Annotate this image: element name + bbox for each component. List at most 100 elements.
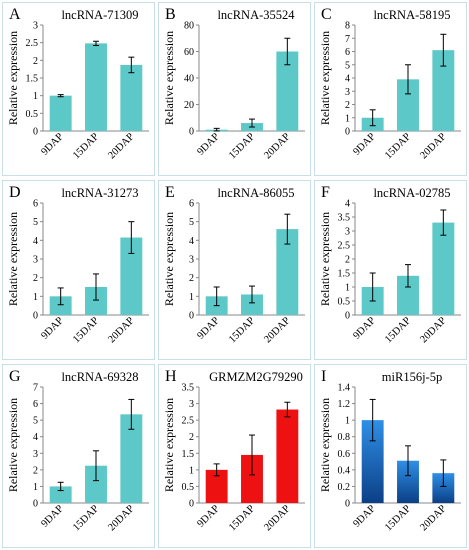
bar xyxy=(276,229,299,315)
y-tick-label: 2.5 xyxy=(26,38,39,49)
y-tick-label: 0.5 xyxy=(182,482,195,493)
bar xyxy=(120,64,143,131)
y-tick-label: 0 xyxy=(189,311,194,322)
x-tick-label: 20DAP xyxy=(262,315,292,345)
y-tick-label: 2.5 xyxy=(182,416,195,427)
y-tick-label: 2 xyxy=(33,273,38,284)
y-tick-label: 4 xyxy=(345,199,350,210)
y-tick-label: 2 xyxy=(189,273,194,284)
y-tick-label: 40 xyxy=(184,74,194,85)
y-tick-label: 1 xyxy=(33,482,38,493)
x-tick-label: 15DAP xyxy=(71,315,101,345)
y-tick-label: 3.5 xyxy=(338,213,351,224)
bar xyxy=(85,287,107,315)
y-axis-label: Relative expression xyxy=(318,31,332,125)
y-tick-label: 1 xyxy=(189,292,194,303)
y-tick-label: 4 xyxy=(33,236,38,247)
y-tick-label: 1 xyxy=(189,465,194,476)
x-tick-label: 15DAP xyxy=(227,503,257,533)
x-tick-label: 20DAP xyxy=(418,131,448,161)
x-tick-label: 9DAP xyxy=(195,315,221,341)
x-tick-label: 9DAP xyxy=(351,503,377,529)
bar xyxy=(397,275,419,315)
chart-title: lncRNA-58195 xyxy=(373,8,450,22)
x-tick-label: 15DAP xyxy=(383,503,413,533)
y-tick-label: 1 xyxy=(345,416,350,427)
panel-letter: C xyxy=(321,6,332,23)
bar xyxy=(361,420,384,503)
x-tick-label: 9DAP xyxy=(195,503,221,529)
x-tick-label: 15DAP xyxy=(71,503,101,533)
y-axis-label: Relative expression xyxy=(6,31,20,125)
y-tick-label: 0 xyxy=(189,499,194,510)
y-tick-label: 7 xyxy=(33,383,38,394)
y-axis-label: Relative expression xyxy=(162,31,176,125)
y-tick-label: 2.5 xyxy=(338,241,351,252)
y-tick-label: 3 xyxy=(189,255,194,266)
y-tick-label: 6 xyxy=(33,399,38,410)
y-tick-label: 2 xyxy=(345,100,350,111)
chart-title: miR156j-5p xyxy=(382,370,442,384)
y-tick-label: 3 xyxy=(345,227,350,238)
chart-title: lncRNA-69328 xyxy=(61,370,138,384)
y-tick-label: 0.4 xyxy=(338,465,351,476)
chart-svg-h: H GRMZM2G79290 0 0.5 1 1.5 2 2.5 3 3.5 Relative ex… xyxy=(162,368,305,533)
y-tick-label: 0 xyxy=(33,499,38,510)
bar xyxy=(432,473,455,503)
panel-letter: G xyxy=(9,368,21,385)
y-tick-label: 4 xyxy=(33,432,38,443)
y-tick-label: 3.5 xyxy=(182,383,195,394)
bar xyxy=(432,222,455,315)
chart-title: lncRNA-35524 xyxy=(217,8,295,22)
y-tick-label: 6 xyxy=(189,199,194,210)
x-tick-label: 20DAP xyxy=(262,131,292,161)
panel-letter: I xyxy=(321,368,326,385)
y-axis-label: Relative expression xyxy=(6,212,20,306)
bar xyxy=(49,296,72,315)
x-tick-label: 15DAP xyxy=(227,315,257,345)
y-tick-label: 3 xyxy=(189,399,194,410)
bar xyxy=(120,237,143,315)
panel-letter: H xyxy=(165,368,177,385)
bar xyxy=(276,409,299,503)
y-tick-label: 0.8 xyxy=(338,432,351,443)
y-tick-label: 2 xyxy=(33,465,38,476)
y-tick-label: 0 xyxy=(345,127,350,138)
y-tick-label: 5 xyxy=(33,217,38,228)
y-tick-label: 2 xyxy=(33,56,38,67)
y-tick-label: 1 xyxy=(345,113,350,124)
bar xyxy=(397,79,419,131)
y-tick-label: 1.5 xyxy=(26,74,39,85)
bar xyxy=(241,294,263,315)
panel-letter: A xyxy=(9,6,21,23)
y-axis-label: Relative expression xyxy=(6,398,20,492)
x-tick-label: 15DAP xyxy=(227,131,257,161)
x-tick-label: 20DAP xyxy=(106,315,136,345)
y-tick-label: 5 xyxy=(189,217,194,228)
x-tick-label: 20DAP xyxy=(106,131,136,161)
y-tick-label: 60 xyxy=(184,47,194,58)
y-tick-label: 2 xyxy=(345,255,350,266)
y-tick-label: 6 xyxy=(345,47,350,58)
y-tick-label: 20 xyxy=(184,100,194,111)
chart-title: lncRNA-02785 xyxy=(373,186,450,200)
y-tick-label: 1.5 xyxy=(182,449,195,460)
y-tick-label: 1 xyxy=(345,283,350,294)
y-tick-label: 4 xyxy=(345,74,350,85)
panel-letter: D xyxy=(9,184,21,201)
x-tick-label: 15DAP xyxy=(71,131,101,161)
y-tick-label: 0.5 xyxy=(338,297,351,308)
y-tick-label: 0.6 xyxy=(338,449,351,460)
